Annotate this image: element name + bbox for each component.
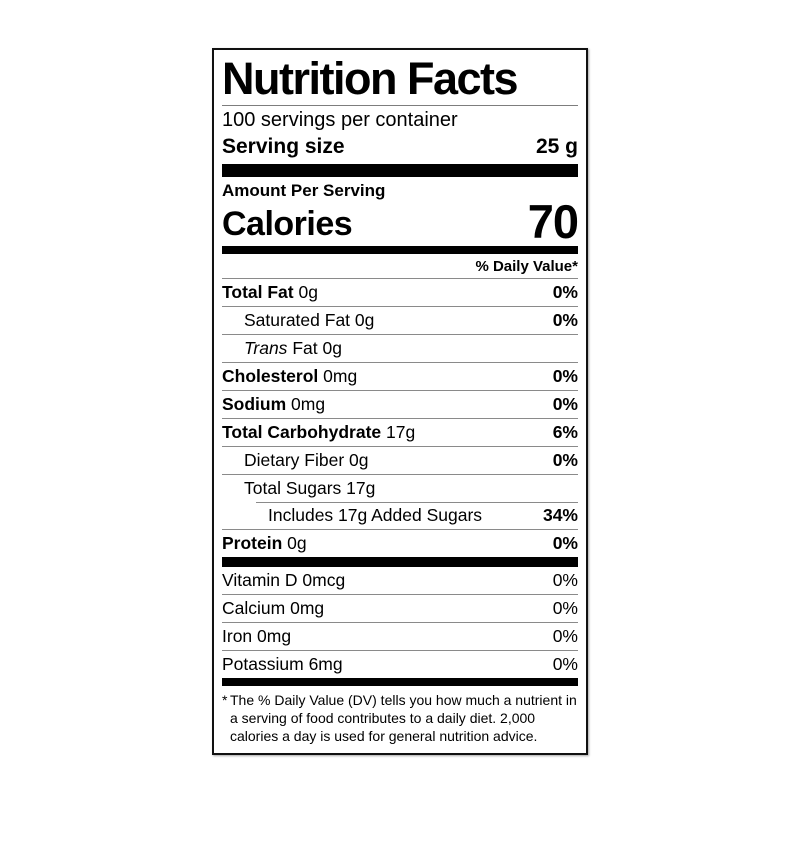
footnote-asterisk: * (222, 691, 228, 708)
nutrient-name: Cholesterol (222, 365, 319, 386)
micronutrient-amount: 0mcg (302, 569, 346, 590)
micronutrient-dv: 0% (552, 653, 578, 674)
micronutrient-row-potassium: Potassium 6mg 0% (222, 651, 578, 678)
nutrient-dv: 0% (552, 532, 578, 553)
nutrient-name: Total Fat (222, 281, 294, 302)
nutrient-name: Total Sugars (244, 477, 342, 498)
nutrient-name: Dietary Fiber (244, 449, 345, 470)
nutrient-name: Trans (244, 337, 288, 358)
micronutrient-name: Calcium (222, 597, 286, 618)
micronutrient-row-iron: Iron 0mg 0% (222, 623, 578, 651)
nutrient-name-rest: Fat (292, 337, 318, 358)
serving-size-label: Serving size (222, 134, 345, 158)
nutrient-amount: 17g (386, 421, 416, 442)
serving-size-row: Serving size 25 g (222, 133, 578, 164)
nutrient-name: Total Carbohydrate (222, 421, 382, 442)
nutrient-dv: 0% (552, 365, 578, 386)
micronutrient-row-vitamin-d: Vitamin D 0mcg 0% (222, 567, 578, 595)
nutrient-name: Protein (222, 532, 283, 553)
divider-bar-medium-bottom (222, 677, 578, 686)
nutrient-name: Saturated Fat (244, 309, 351, 330)
nutrient-row-dietary-fiber: Dietary Fiber 0g 0% (222, 447, 578, 475)
divider-bar-thick (222, 163, 578, 177)
nutrient-dv: 0% (552, 449, 578, 470)
calories-label: Calories (222, 205, 353, 244)
nutrient-name: Includes 17g Added Sugars (268, 504, 483, 525)
nutrient-row-total-fat: Total Fat 0g 0% (222, 279, 578, 307)
nutrient-amount: 0g (322, 337, 342, 358)
nutrient-dv: 0% (552, 393, 578, 414)
micronutrient-dv: 0% (552, 597, 578, 618)
micronutrient-amount: 0mg (290, 597, 325, 618)
nutrient-dv: 34% (542, 504, 578, 525)
nutrient-amount: 0g (354, 309, 375, 330)
daily-value-header: % Daily Value* (222, 254, 578, 279)
micronutrient-dv: 0% (552, 625, 578, 646)
servings-per-container: 100 servings per container (222, 108, 458, 131)
calories-value: 70 (527, 194, 579, 248)
nutrient-name: Sodium (222, 393, 287, 414)
nutrient-row-cholesterol: Cholesterol 0mg 0% (222, 363, 578, 391)
nutrient-dv: 6% (552, 421, 578, 442)
nutrition-facts-label: Nutrition Facts 100 servings per contain… (212, 48, 588, 756)
nutrient-row-total-sugars: Total Sugars 17g (222, 475, 578, 502)
nutrient-row-sodium: Sodium 0mg 0% (222, 391, 578, 419)
nutrient-amount: 0g (287, 532, 307, 553)
micronutrient-name: Iron (222, 625, 253, 646)
nutrient-row-trans-fat: Trans Fat 0g (222, 335, 578, 363)
micronutrient-amount: 0mg (257, 625, 292, 646)
footnote: * The % Daily Value (DV) tells you how m… (222, 686, 578, 746)
micronutrient-name: Potassium (222, 653, 304, 674)
micronutrient-row-calcium: Calcium 0mg 0% (222, 595, 578, 623)
serving-size-value: 25 g (535, 134, 578, 158)
micronutrient-name: Vitamin D (222, 569, 298, 590)
nutrient-row-saturated-fat: Saturated Fat 0g 0% (222, 307, 578, 335)
footnote-text: The % Daily Value (DV) tells you how muc… (230, 691, 577, 745)
divider-bar-medium (222, 245, 578, 254)
nutrient-amount: 0mg (323, 365, 358, 386)
micronutrient-amount: 6mg (308, 653, 343, 674)
nutrient-dv: 0% (552, 309, 578, 330)
nutrient-amount: 0g (298, 281, 318, 302)
nutrient-row-total-carbohydrate: Total Carbohydrate 17g 6% (222, 419, 578, 447)
calories-row: Calories 70 (222, 194, 579, 248)
label-title: Nutrition Facts (222, 54, 578, 106)
nutrient-row-added-sugars: Includes 17g Added Sugars 34% (222, 501, 578, 530)
nutrient-amount: 0g (349, 449, 369, 470)
nutrient-dv: 0% (552, 281, 578, 302)
nutrient-amount: 0mg (291, 393, 326, 414)
nutrient-row-protein: Protein 0g 0% (222, 530, 578, 557)
divider-bar-heavy (222, 556, 578, 567)
nutrient-amount: 17g (346, 477, 376, 498)
micronutrient-dv: 0% (552, 569, 578, 590)
amount-per-serving-label: Amount Per Serving (222, 180, 386, 200)
